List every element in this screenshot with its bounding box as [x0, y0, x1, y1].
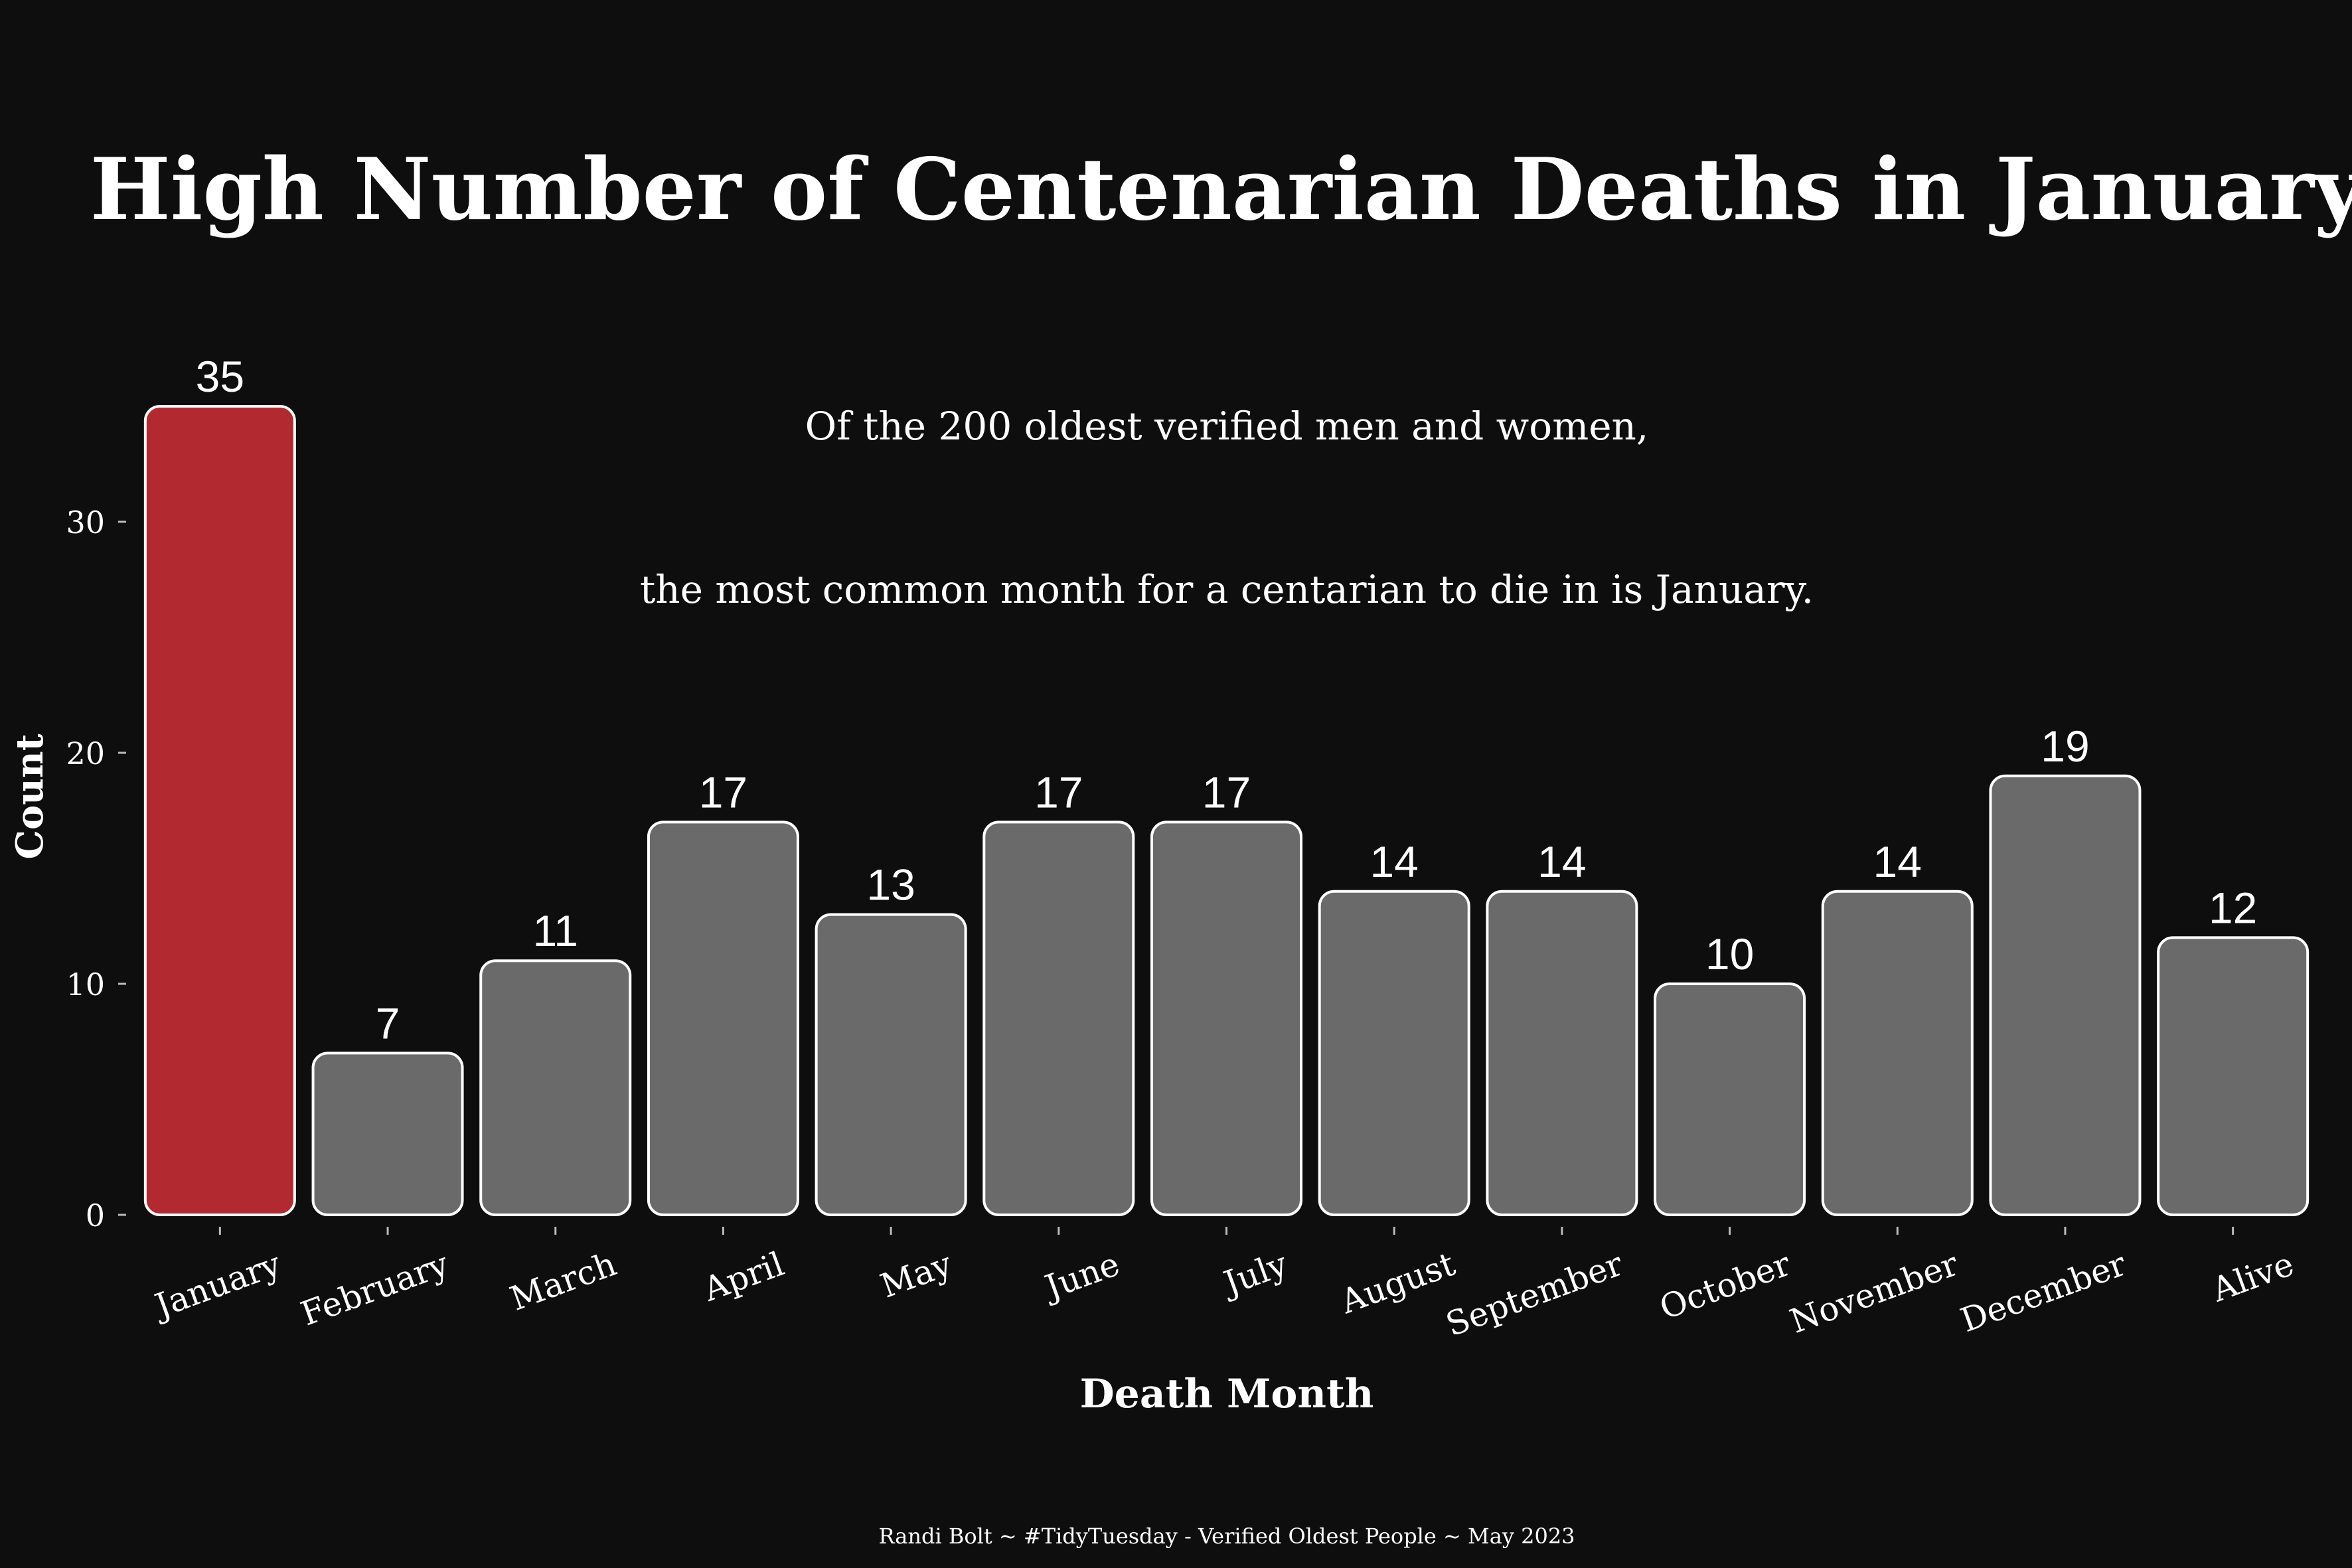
chart-caption: Randi Bolt ~ #TidyTuesday - Verified Old…: [878, 1524, 1575, 1549]
bar-value-label: 7: [376, 998, 400, 1048]
y-tick-label: 30: [66, 505, 105, 540]
bar-value-label: 17: [699, 767, 747, 817]
bars: 35 7 11 17 13 17 17 14 14 10 14 19 12: [143, 352, 2310, 1217]
y-axis: 0 10 20 30: [66, 505, 126, 1233]
y-tick-label: 10: [66, 967, 105, 1002]
y-axis-title: Count: [8, 734, 52, 859]
y-tick-label: 0: [86, 1198, 105, 1233]
bar-value-label: 10: [1705, 929, 1754, 979]
bar-october: [1654, 982, 1806, 1216]
chart-subtitle-line-2: the most common month for a centarian to…: [640, 567, 1814, 612]
bar-november: [1821, 890, 1974, 1217]
bar-value-label: 14: [1537, 837, 1586, 886]
bar-august: [1318, 890, 1470, 1217]
bar-value-label: 11: [532, 906, 578, 955]
bar-value-label: 17: [1202, 767, 1251, 817]
y-tick-label: 20: [66, 736, 105, 771]
bar-may: [815, 913, 967, 1216]
bar-february: [311, 1052, 464, 1217]
x-axis-title: Death Month: [1080, 1371, 1374, 1417]
bar-alive: [2157, 936, 2310, 1217]
bar-value-label: 19: [2041, 722, 2089, 771]
bar-value-label: 14: [1873, 837, 1922, 886]
bar-value-label: 12: [2209, 883, 2257, 932]
chart-title: High Number of Centenarian Deaths in Jan…: [90, 140, 2352, 240]
bar-december: [1989, 774, 2142, 1217]
bar-value-label: 13: [866, 860, 915, 909]
bar-june: [982, 821, 1135, 1216]
bar-april: [647, 821, 799, 1216]
bar-value-label: 14: [1370, 837, 1418, 886]
chart-subtitle-line-1: Of the 200 oldest verified men and women…: [805, 404, 1649, 449]
bar-march: [479, 959, 632, 1216]
bar-value-label: 35: [196, 352, 244, 401]
bar-july: [1150, 821, 1302, 1216]
bar-january: [143, 405, 296, 1216]
bar-september: [1486, 890, 1638, 1217]
bar-value-label: 17: [1034, 767, 1083, 817]
